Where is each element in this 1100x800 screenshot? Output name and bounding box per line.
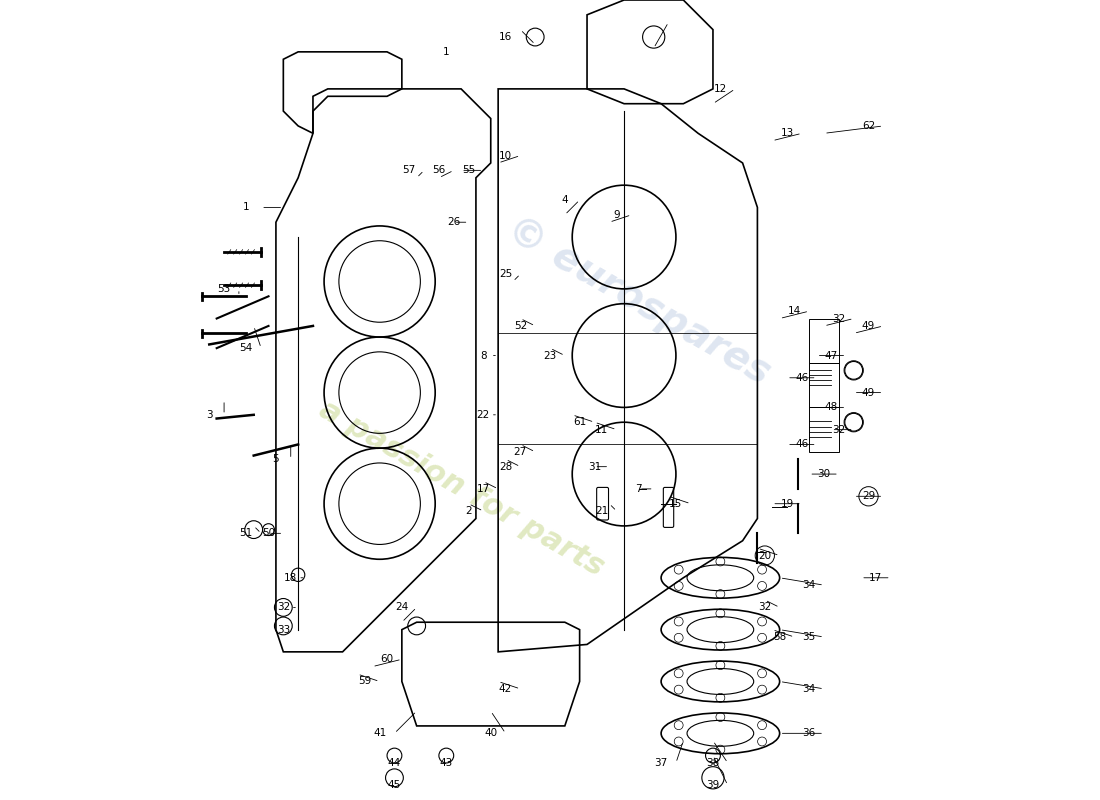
- Text: 45: 45: [388, 780, 401, 790]
- Text: 10: 10: [499, 150, 513, 161]
- Text: 7: 7: [636, 484, 642, 494]
- Text: 1: 1: [243, 202, 250, 213]
- Text: 48: 48: [825, 402, 838, 413]
- Text: 13: 13: [780, 128, 794, 138]
- Text: 26: 26: [447, 218, 460, 227]
- Text: 28: 28: [499, 462, 513, 472]
- Text: 37: 37: [654, 758, 668, 768]
- Text: 49: 49: [862, 321, 876, 331]
- Text: 32: 32: [833, 314, 846, 323]
- Text: 44: 44: [388, 758, 401, 768]
- Text: 8: 8: [480, 350, 486, 361]
- Text: 2: 2: [465, 506, 472, 516]
- Text: 22: 22: [476, 410, 490, 420]
- Text: 14: 14: [788, 306, 801, 316]
- Text: 11: 11: [595, 425, 608, 434]
- Text: 9: 9: [614, 210, 620, 220]
- Text: 21: 21: [595, 506, 608, 516]
- Text: 16: 16: [499, 32, 513, 42]
- Text: 41: 41: [373, 728, 386, 738]
- Text: 25: 25: [499, 269, 513, 279]
- Text: 40: 40: [484, 728, 497, 738]
- Text: 60: 60: [381, 654, 394, 664]
- Text: 17: 17: [476, 484, 490, 494]
- Text: 50: 50: [262, 528, 275, 538]
- Text: 27: 27: [514, 447, 527, 457]
- Text: 59: 59: [359, 677, 372, 686]
- Text: 56: 56: [432, 166, 446, 175]
- Text: 20: 20: [758, 550, 771, 561]
- Text: 47: 47: [825, 350, 838, 361]
- Text: 19: 19: [780, 498, 794, 509]
- Text: 38: 38: [706, 758, 719, 768]
- Text: 54: 54: [240, 343, 253, 353]
- Text: 46: 46: [795, 439, 808, 450]
- Text: 23: 23: [543, 350, 557, 361]
- Text: 32: 32: [758, 602, 771, 613]
- Text: 53: 53: [218, 284, 231, 294]
- Text: 34: 34: [803, 580, 816, 590]
- Text: 12: 12: [714, 84, 727, 94]
- Text: 32: 32: [277, 602, 290, 613]
- Text: 32: 32: [833, 425, 846, 434]
- Text: 15: 15: [669, 498, 683, 509]
- Text: 17: 17: [869, 573, 882, 582]
- Text: 33: 33: [277, 625, 290, 634]
- Text: 42: 42: [499, 684, 513, 694]
- Text: 5: 5: [273, 454, 279, 464]
- Text: 31: 31: [587, 462, 601, 472]
- Text: 58: 58: [773, 632, 786, 642]
- Text: 57: 57: [403, 166, 416, 175]
- Text: 43: 43: [440, 758, 453, 768]
- Text: 52: 52: [514, 321, 527, 331]
- Text: 46: 46: [795, 373, 808, 382]
- Text: 3: 3: [206, 410, 212, 420]
- Text: 34: 34: [803, 684, 816, 694]
- Text: 35: 35: [803, 632, 816, 642]
- Text: 51: 51: [240, 528, 253, 538]
- Text: 29: 29: [862, 491, 876, 502]
- Text: 39: 39: [706, 780, 719, 790]
- Text: 24: 24: [395, 602, 408, 613]
- Text: 49: 49: [862, 387, 876, 398]
- Text: 36: 36: [803, 728, 816, 738]
- Text: 4: 4: [561, 195, 568, 205]
- Text: 18: 18: [284, 573, 297, 582]
- Text: a passion for parts: a passion for parts: [314, 395, 608, 582]
- Text: 1: 1: [443, 47, 450, 57]
- Text: 62: 62: [862, 121, 876, 131]
- Text: 30: 30: [817, 469, 830, 479]
- Text: 55: 55: [462, 166, 475, 175]
- Text: 61: 61: [573, 418, 586, 427]
- Text: © eurospares: © eurospares: [500, 210, 778, 392]
